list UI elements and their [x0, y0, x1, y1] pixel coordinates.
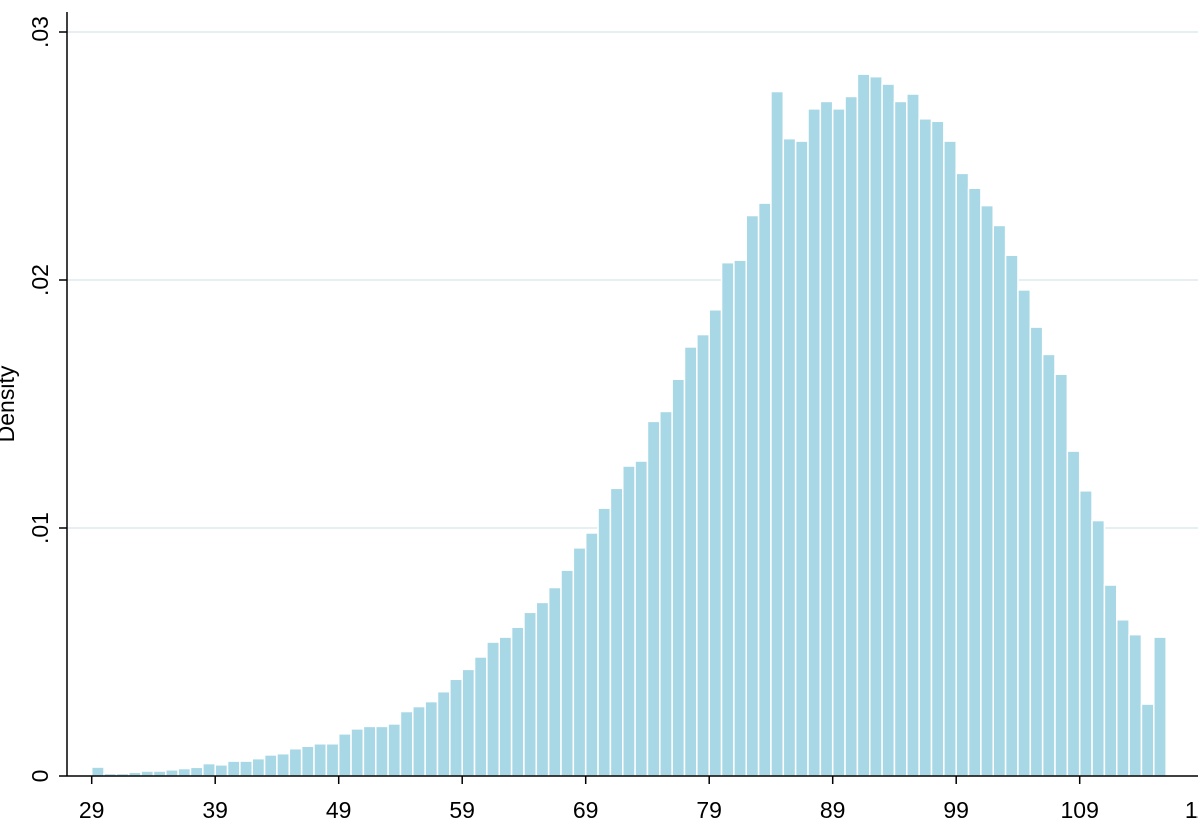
- bar: [720, 261, 735, 777]
- bar: [436, 690, 451, 777]
- bar: [300, 745, 315, 777]
- bar: [745, 214, 760, 777]
- bar: [881, 83, 896, 777]
- bar: [1017, 289, 1032, 777]
- bar: [634, 460, 649, 777]
- bar: [510, 626, 525, 777]
- bar: [90, 766, 105, 777]
- bar: [733, 259, 748, 777]
- bar: [906, 93, 920, 777]
- bar: [757, 202, 772, 777]
- bar: [1029, 326, 1044, 777]
- bar: [560, 569, 575, 777]
- bar: [375, 725, 389, 777]
- bar: [523, 611, 538, 777]
- y-tick-label: 0: [27, 770, 53, 783]
- bar: [535, 601, 550, 777]
- x-tick-label: 39: [202, 797, 228, 823]
- bar: [584, 532, 599, 777]
- bar: [276, 752, 291, 777]
- bar: [350, 728, 365, 777]
- bar: [572, 547, 587, 777]
- bar: [980, 204, 995, 777]
- bar: [1140, 703, 1155, 777]
- bar: [856, 73, 871, 777]
- bar: [646, 420, 661, 777]
- bar: [844, 95, 859, 777]
- bar: [165, 769, 179, 777]
- bar: [226, 760, 241, 777]
- bar: [597, 507, 612, 777]
- x-tick-label: 69: [573, 797, 599, 823]
- bar: [943, 140, 957, 777]
- bar: [1041, 353, 1056, 777]
- bar: [399, 710, 414, 777]
- bar: [609, 487, 624, 777]
- bar: [671, 378, 686, 777]
- x-tick-label: 89: [820, 797, 846, 823]
- bar: [1091, 519, 1106, 777]
- bar: [251, 757, 266, 777]
- bar: [819, 100, 834, 777]
- x-tick-label: 99: [943, 797, 969, 823]
- y-tick-label: .02: [27, 264, 53, 296]
- bar: [214, 764, 229, 777]
- y-tick-label: .01: [27, 512, 53, 544]
- bar: [782, 137, 797, 777]
- bar: [955, 172, 970, 777]
- bar: [794, 140, 809, 777]
- bar: [1066, 450, 1081, 777]
- bar: [547, 586, 562, 777]
- bar: [387, 723, 402, 777]
- bar: [893, 100, 908, 777]
- bar: [622, 465, 636, 777]
- bar: [1116, 619, 1130, 777]
- y-axis-label: Density: [0, 365, 19, 442]
- bar: [770, 90, 785, 777]
- x-tick-label: 59: [449, 797, 475, 823]
- bar: [930, 120, 945, 777]
- bar: [1128, 633, 1143, 777]
- bar: [1054, 373, 1069, 777]
- bar: [461, 668, 476, 777]
- bar: [708, 309, 723, 777]
- bar: [313, 743, 328, 777]
- bar: [424, 700, 439, 777]
- bar: [473, 656, 488, 777]
- bar: [325, 743, 340, 777]
- bar: [992, 224, 1007, 777]
- bar: [177, 767, 192, 777]
- bar: [967, 187, 982, 777]
- x-tick-label: 49: [326, 797, 352, 823]
- bar: [869, 75, 883, 777]
- bar: [1004, 254, 1019, 777]
- x-tick-label: 29: [79, 797, 105, 823]
- bar: [1078, 490, 1093, 777]
- y-tick-label: .03: [27, 16, 53, 48]
- x-tick-label: 119: [1185, 797, 1198, 823]
- x-tick-label: 79: [696, 797, 722, 823]
- bar: [449, 678, 463, 777]
- bar: [486, 641, 500, 777]
- bar: [831, 108, 846, 777]
- bar: [696, 333, 710, 777]
- bar: [412, 705, 426, 777]
- bar: [1153, 636, 1167, 777]
- bar: [1103, 584, 1118, 777]
- bar: [263, 754, 278, 777]
- bar: [659, 410, 673, 777]
- bar: [189, 766, 204, 777]
- bar: [337, 733, 352, 777]
- bar: [239, 760, 253, 777]
- bar: [498, 636, 513, 777]
- x-tick-label: 109: [1061, 797, 1099, 823]
- bar: [683, 346, 698, 777]
- bar: [918, 118, 933, 777]
- bar: [288, 747, 303, 777]
- bar: [202, 762, 216, 777]
- bar: [807, 108, 822, 777]
- bar: [362, 725, 377, 777]
